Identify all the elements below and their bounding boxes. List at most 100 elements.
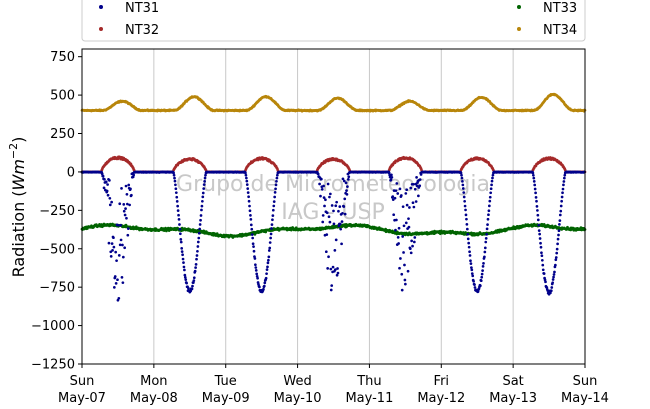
point-nt31 — [245, 183, 249, 187]
y-axis-label-text: Radiation — [9, 202, 28, 278]
point-nt31 — [271, 214, 275, 217]
point-nt31 — [560, 199, 564, 203]
point-nt31 — [398, 266, 401, 270]
point-nt31 — [465, 227, 469, 231]
point-nt31 — [201, 191, 205, 195]
point-nt31 — [473, 286, 477, 289]
point-nt31 — [466, 237, 470, 241]
point-nt31 — [199, 214, 203, 217]
point-nt31 — [463, 199, 466, 203]
point-nt31 — [394, 189, 398, 193]
point-nt31 — [316, 172, 320, 176]
point-nt31 — [324, 198, 327, 202]
point-nt31 — [486, 223, 489, 226]
point-nt31 — [121, 243, 124, 247]
point-nt31 — [552, 273, 556, 276]
point-nt31 — [538, 232, 541, 236]
point-nt31 — [179, 232, 182, 236]
point-nt31 — [480, 272, 484, 276]
point-nt31 — [108, 203, 112, 207]
point-nt31 — [552, 275, 555, 279]
point-nt31 — [487, 204, 491, 208]
point-nt31 — [173, 179, 177, 183]
watermark-line-2: IAG - USP — [281, 200, 384, 225]
point-nt31 — [121, 255, 125, 259]
point-nt31 — [404, 282, 407, 286]
point-nt31 — [346, 178, 350, 181]
point-nt31 — [274, 187, 277, 191]
point-nt31 — [343, 197, 347, 201]
y-axis-label-unit: Wm — [9, 159, 28, 190]
point-nt31 — [269, 236, 272, 240]
point-nt31 — [249, 214, 252, 217]
point-nt31 — [183, 275, 187, 279]
point-nt31 — [463, 204, 467, 208]
point-nt31 — [338, 205, 342, 208]
point-nt31 — [251, 242, 255, 246]
point-nt31 — [268, 246, 272, 250]
point-nt31 — [462, 195, 466, 199]
point-nt31 — [258, 285, 261, 289]
point-nt31 — [551, 278, 555, 281]
point-nt31 — [175, 200, 179, 203]
x-tick-label-date: May-09 — [202, 391, 250, 406]
point-nt31 — [106, 183, 109, 186]
point-nt31 — [266, 261, 270, 265]
point-nt31 — [190, 287, 194, 291]
point-nt31 — [182, 265, 186, 269]
point-nt31 — [336, 271, 340, 275]
point-nt31 — [540, 254, 544, 258]
point-nt31 — [122, 203, 126, 206]
point-nt31 — [183, 268, 186, 272]
point-nt31 — [263, 281, 267, 285]
point-nt31 — [533, 187, 537, 191]
x-tick-label-day: Wed — [283, 374, 311, 389]
point-nt31 — [108, 196, 112, 200]
legend-label-nt32: NT32 — [125, 23, 159, 38]
point-nt31 — [266, 265, 269, 269]
point-nt31 — [194, 266, 197, 269]
point-nt31 — [252, 245, 255, 248]
point-nt31 — [412, 240, 416, 244]
point-nt31 — [558, 223, 561, 226]
point-nt31 — [113, 275, 117, 278]
point-nt31 — [555, 247, 559, 251]
legend-label-nt31: NT31 — [125, 1, 159, 16]
point-nt31 — [487, 209, 491, 213]
point-nt31 — [192, 276, 196, 280]
point-nt31 — [398, 187, 402, 191]
point-nt31 — [551, 281, 555, 285]
x-axis: SunMay-07MonMay-08TueMay-09WedMay-10ThuM… — [58, 364, 609, 406]
point-nt31 — [397, 242, 400, 245]
point-nt31 — [540, 251, 543, 255]
point-nt31 — [262, 284, 266, 288]
point-nt31 — [561, 191, 564, 195]
point-nt31 — [195, 257, 198, 261]
point-nt31 — [484, 237, 488, 240]
point-nt31 — [390, 173, 393, 177]
point-nt31 — [553, 270, 556, 274]
point-nt31 — [196, 245, 200, 248]
point-nt31 — [203, 180, 206, 183]
point-nt31 — [471, 274, 475, 278]
point-nt31 — [172, 173, 176, 177]
point-nt31 — [318, 182, 321, 186]
point-nt31 — [402, 224, 406, 228]
point-nt31 — [256, 276, 259, 280]
point-nt31 — [267, 249, 271, 252]
point-nt31 — [562, 180, 566, 183]
point-nt31 — [267, 258, 270, 262]
point-nt31 — [275, 176, 279, 180]
point-nt31 — [267, 255, 271, 259]
point-nt31 — [110, 200, 113, 204]
point-nt31 — [101, 174, 105, 178]
point-nt31 — [406, 269, 410, 273]
y-tick-label: −750 — [39, 281, 75, 296]
point-nt31 — [459, 171, 463, 175]
point-nt31 — [345, 189, 348, 192]
point-nt31 — [462, 191, 466, 194]
point-nt31 — [464, 213, 468, 217]
legend-frame — [81, 0, 586, 42]
point-nt31 — [179, 238, 183, 241]
point-nt31 — [404, 221, 408, 225]
